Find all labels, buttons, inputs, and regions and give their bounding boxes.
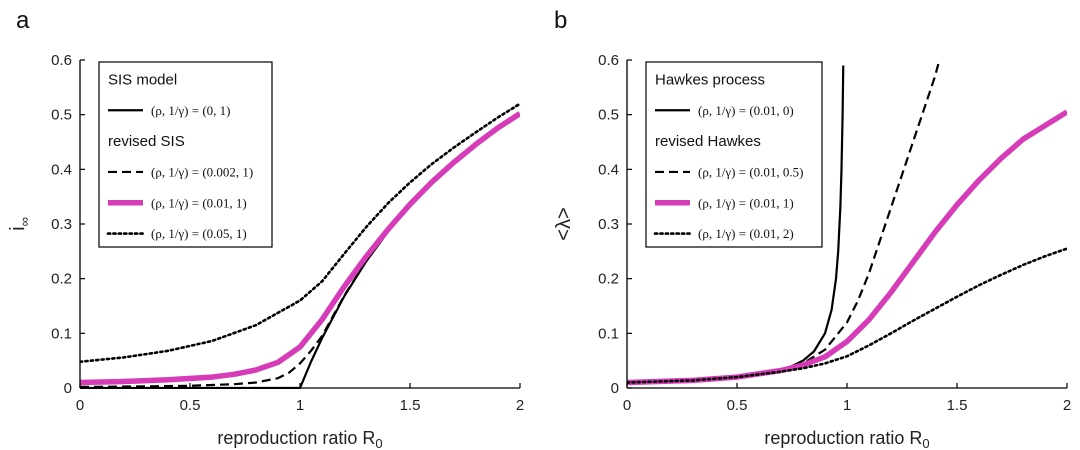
y-tick-label: 0.1: [51, 325, 72, 342]
y-tick-label: 0.2: [598, 271, 619, 288]
x-tick-label: 1: [296, 397, 304, 414]
y-axis-label: <λ>: [553, 207, 575, 240]
y-tick-label: 0: [611, 380, 619, 397]
legend-entry-label: (ρ, 1/γ) = (0.002, 1): [151, 164, 253, 179]
x-tick-label: 1.5: [947, 397, 968, 414]
y-tick-label: 0.6: [51, 52, 72, 69]
legend: SIS model (ρ, 1/γ) = (0, 1) revised SIS (ρ,…: [98, 61, 273, 248]
legend-entry-label: (ρ, 1/γ) = (0.05, 1): [151, 226, 247, 241]
legend-entry-label: (ρ, 1/γ) = (0.01, 2): [698, 226, 794, 241]
legend-box: [645, 61, 823, 248]
y-tick-label: 0.2: [51, 271, 72, 288]
x-tick-label: 0.5: [180, 397, 201, 414]
x-axis-label-subscript: 0: [922, 436, 929, 450]
legend-entry-label: (ρ, 1/γ) = (0, 1): [151, 103, 231, 118]
x-axis-label-subscript: 0: [375, 436, 382, 450]
panel-a: a 0 0.5 1 1.5 2 0 0.1 0.2 0.3 0.4 0.5 0.6 reproductio…: [7, 7, 524, 450]
y-tick-label: 0.1: [598, 325, 619, 342]
legend-entry-label: (ρ, 1/γ) = (0.01, 1): [151, 195, 247, 210]
series-line-3: [80, 102, 520, 364]
x-axis-label: reproduction ratio R0: [764, 428, 929, 450]
series-line-3: [627, 247, 1067, 384]
x-tick-label: 2: [516, 397, 524, 414]
x-tick-label: 1: [843, 397, 851, 414]
x-tick-label: 0.5: [727, 397, 748, 414]
x-tick-label: 2: [1063, 397, 1071, 414]
y-tick-label: 0.5: [51, 107, 72, 124]
panel-letter: b: [554, 7, 567, 34]
y-axis-label: i∞: [7, 217, 32, 231]
y-tick-label: 0.3: [598, 216, 619, 233]
legend-title: Hawkes process: [655, 71, 765, 88]
x-axis-label-text: reproduction ratio R: [217, 428, 375, 448]
y-tick-label: 0.4: [51, 161, 72, 178]
x-tick-label: 0: [76, 397, 84, 414]
panel-b: b 0 0.5 1 1.5 2 0 0.1 0.2 0.3 0.4 0.5 0.6 reproductio…: [553, 7, 1071, 450]
x-axis-label-text: reproduction ratio R: [764, 428, 922, 448]
legend-entry-label: (ρ, 1/γ) = (0.01, 0): [698, 103, 794, 118]
panel-letter: a: [16, 7, 30, 34]
y-tick-label: 0.4: [598, 161, 619, 178]
legend-title: SIS model: [108, 71, 177, 88]
x-tick-label: 0: [623, 397, 631, 414]
y-tick-label: 0.5: [598, 107, 619, 124]
y-tick-label: 0.6: [598, 52, 619, 69]
y-axis-label-text: i: [7, 226, 29, 230]
y-tick-label: 0.3: [51, 216, 72, 233]
y-axis-label-subscript: ∞: [17, 217, 32, 226]
legend-box: [98, 61, 273, 248]
legend-title: revised SIS: [108, 133, 185, 150]
legend-entry-label: (ρ, 1/γ) = (0.01, 0.5): [698, 164, 804, 179]
x-tick-label: 1.5: [400, 397, 421, 414]
y-tick-label: 0: [64, 380, 72, 397]
legend: Hawkes process (ρ, 1/γ) = (0.01, 0) revise…: [645, 61, 823, 248]
legend-entry-label: (ρ, 1/γ) = (0.01, 1): [698, 195, 794, 210]
legend-title: revised Hawkes: [655, 133, 761, 150]
x-axis-label: reproduction ratio R0: [217, 428, 382, 450]
y-axis-label-text: <λ>: [553, 207, 575, 240]
series-line-2: [80, 111, 520, 386]
